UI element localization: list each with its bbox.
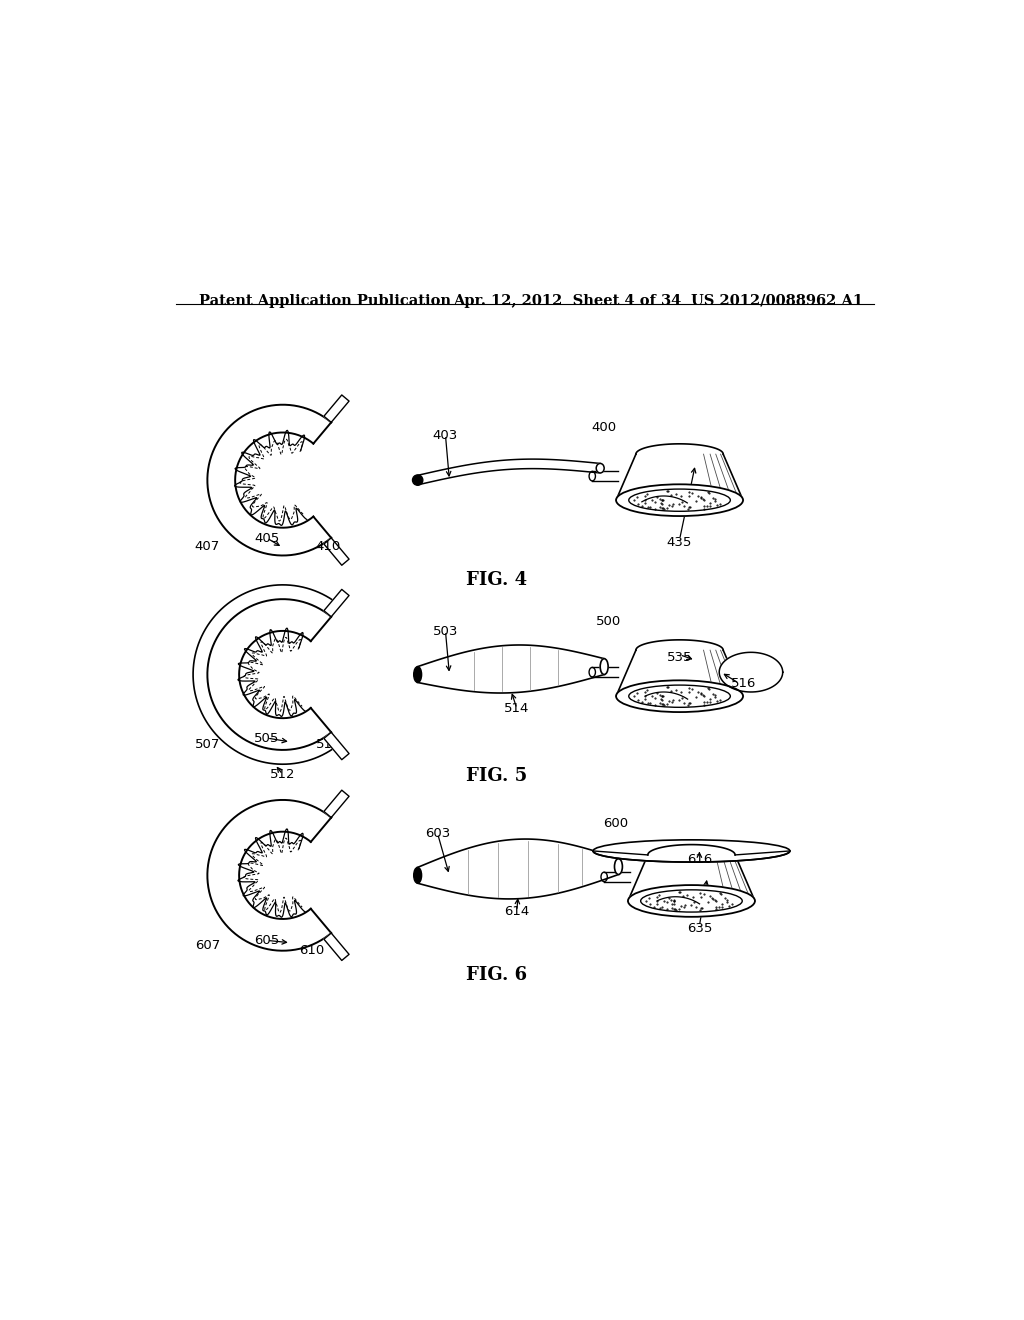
Ellipse shape xyxy=(629,685,730,708)
Ellipse shape xyxy=(413,475,423,486)
Text: 514: 514 xyxy=(504,702,529,715)
Ellipse shape xyxy=(616,484,743,516)
Polygon shape xyxy=(628,855,755,902)
Polygon shape xyxy=(418,840,618,899)
Ellipse shape xyxy=(636,640,723,660)
Polygon shape xyxy=(324,933,349,961)
Polygon shape xyxy=(208,800,331,950)
Ellipse shape xyxy=(648,845,735,865)
Polygon shape xyxy=(616,651,743,696)
Text: 512: 512 xyxy=(270,768,296,781)
Text: 603: 603 xyxy=(425,826,451,840)
Text: 505: 505 xyxy=(254,731,280,744)
Ellipse shape xyxy=(641,890,742,912)
Ellipse shape xyxy=(628,886,755,917)
Ellipse shape xyxy=(414,867,422,883)
Polygon shape xyxy=(208,599,331,750)
Text: 405: 405 xyxy=(254,532,280,545)
Text: 516: 516 xyxy=(731,677,757,690)
Text: 605: 605 xyxy=(254,935,280,946)
Text: 510: 510 xyxy=(316,738,341,751)
Ellipse shape xyxy=(593,840,790,862)
Ellipse shape xyxy=(414,667,422,682)
Polygon shape xyxy=(418,459,600,484)
Ellipse shape xyxy=(616,680,743,711)
Text: 610: 610 xyxy=(299,944,325,957)
Text: 616: 616 xyxy=(687,853,712,866)
Polygon shape xyxy=(324,733,349,760)
Ellipse shape xyxy=(596,463,604,473)
Text: FIG. 6: FIG. 6 xyxy=(467,966,527,983)
Polygon shape xyxy=(324,590,349,616)
Text: 410: 410 xyxy=(315,540,341,553)
Text: 600: 600 xyxy=(603,817,629,830)
Polygon shape xyxy=(418,645,604,693)
Text: US 2012/0088962 A1: US 2012/0088962 A1 xyxy=(691,293,863,308)
Text: 500: 500 xyxy=(596,615,621,628)
Polygon shape xyxy=(616,454,743,500)
Text: 535: 535 xyxy=(667,651,692,664)
Polygon shape xyxy=(324,791,349,817)
Text: 607: 607 xyxy=(195,939,220,952)
Text: 614: 614 xyxy=(504,904,529,917)
Text: 407: 407 xyxy=(195,540,220,553)
Text: Patent Application Publication: Patent Application Publication xyxy=(200,293,452,308)
Text: 435: 435 xyxy=(667,536,692,549)
Text: Apr. 12, 2012  Sheet 4 of 34: Apr. 12, 2012 Sheet 4 of 34 xyxy=(454,293,682,308)
Text: 400: 400 xyxy=(592,421,616,433)
Text: 507: 507 xyxy=(195,738,220,751)
Ellipse shape xyxy=(614,858,623,875)
Polygon shape xyxy=(208,405,331,556)
Ellipse shape xyxy=(636,444,723,465)
Ellipse shape xyxy=(629,490,730,511)
Ellipse shape xyxy=(600,659,608,675)
Text: 635: 635 xyxy=(687,923,712,935)
Polygon shape xyxy=(324,395,349,422)
Polygon shape xyxy=(324,537,349,565)
Text: FIG. 5: FIG. 5 xyxy=(466,767,527,785)
Text: 403: 403 xyxy=(433,429,458,441)
Polygon shape xyxy=(719,652,782,692)
Text: 503: 503 xyxy=(433,624,458,638)
Text: FIG. 4: FIG. 4 xyxy=(467,572,527,589)
